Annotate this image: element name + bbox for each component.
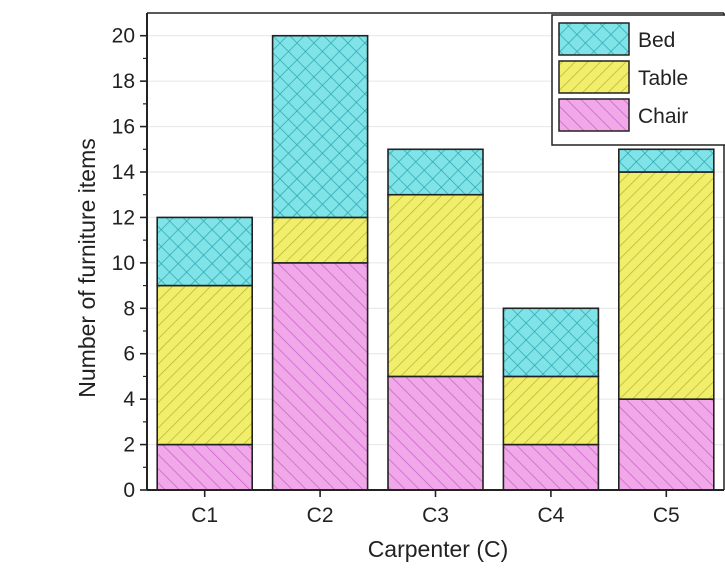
x-tick-labels: C1 C2 C3 C4 C5 (191, 504, 679, 527)
bar-C4-table (502, 375, 600, 446)
bar-C3-table (387, 193, 484, 378)
bar-C3-chair (387, 375, 484, 491)
y-axis-title: Number of furniture items (74, 138, 100, 397)
bar-C5-bed (617, 148, 715, 173)
y-tick-label: 0 (123, 479, 135, 502)
legend-label-chair: Chair (638, 105, 688, 128)
x-tick-label: C1 (191, 504, 218, 527)
legend-swatch-bed (558, 22, 630, 56)
legend-label-bed: Bed (638, 29, 675, 52)
bar-C3-bed (387, 148, 484, 196)
x-tick-label: C3 (422, 504, 449, 527)
y-tick-label: 12 (112, 206, 135, 229)
y-tick-label: 8 (123, 297, 135, 320)
y-tick-labels: 0 2 4 6 8 10 12 14 16 18 20 (112, 25, 136, 502)
legend: Bed Table Chair (551, 14, 725, 146)
bar-C4-bed (502, 307, 600, 378)
y-tick-label: 16 (112, 116, 135, 139)
bar-C5-table (617, 171, 715, 400)
bar-C1-table (156, 284, 253, 446)
bar-C5-chair (617, 398, 715, 491)
legend-label-table: Table (638, 67, 688, 90)
y-tick-label: 14 (112, 161, 136, 184)
y-tick-label: 20 (112, 25, 135, 48)
bar-C4-chair (502, 443, 600, 491)
x-tick-label: C2 (307, 504, 334, 527)
bar-C2-bed (271, 34, 369, 219)
y-tick-label: 18 (112, 70, 135, 93)
legend-swatch-table (558, 60, 630, 94)
bar-C1-bed (156, 216, 253, 287)
y-tick-label: 6 (123, 343, 135, 366)
bar-C1-chair (156, 443, 253, 491)
legend-swatch-chair (558, 98, 630, 132)
y-tick-label: 2 (123, 434, 135, 457)
bar-C2-chair (271, 262, 369, 491)
x-axis-title: Carpenter (C) (368, 536, 509, 562)
y-tick-label: 4 (123, 388, 135, 411)
bars (156, 34, 715, 491)
x-tick-label: C5 (653, 504, 680, 527)
bar-C2-table (271, 216, 369, 264)
y-tick-label: 10 (112, 252, 135, 275)
x-tick-label: C4 (537, 504, 564, 527)
